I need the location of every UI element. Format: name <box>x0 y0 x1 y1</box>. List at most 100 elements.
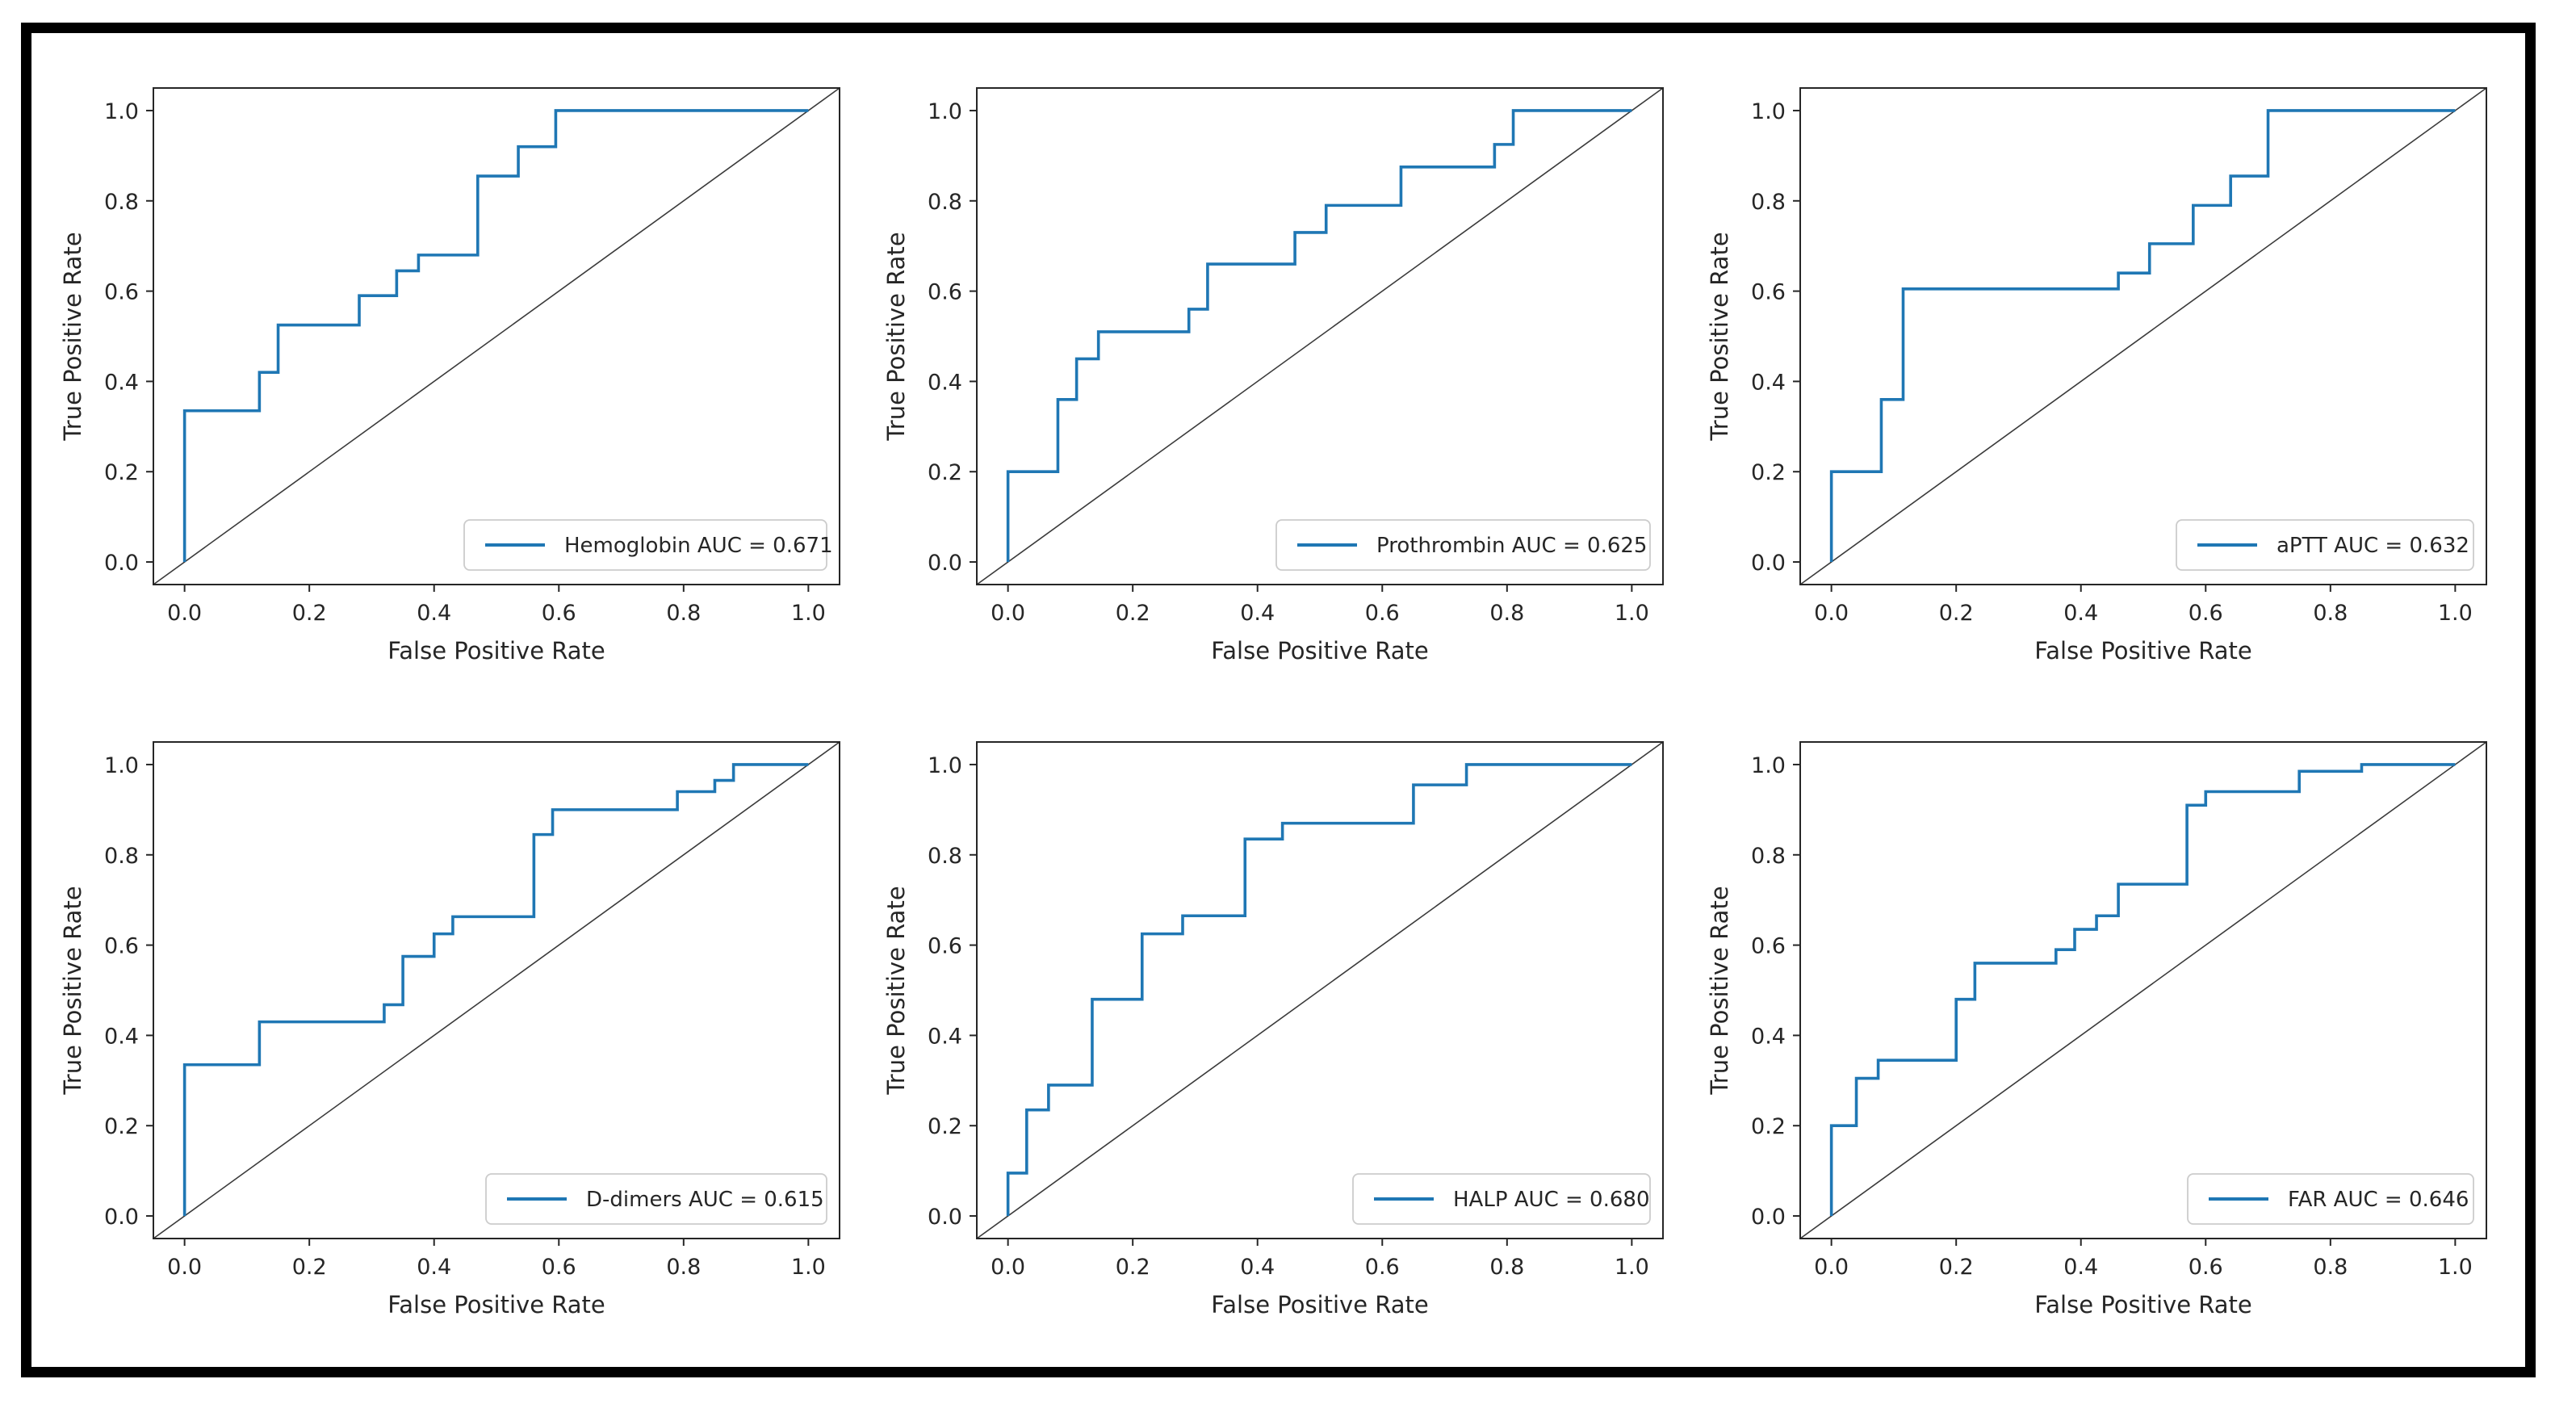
axes-frame <box>976 87 1664 585</box>
y-tick-label: 1.0 <box>1751 99 1786 124</box>
figure-outer-border: 0.0 0.2 0.4 0.6 0.8 1.0 0.0 0.2 0.4 0.6 0.8 1.0 Fals… <box>21 23 2536 1377</box>
y-tick-label: 0.0 <box>1751 1205 1786 1230</box>
y-tick-label: 1.0 <box>928 99 962 124</box>
axes-frame <box>976 741 1664 1239</box>
y-tick-label: 1.0 <box>1751 753 1786 778</box>
roc-subplot-aptt: 0.0 0.2 0.4 0.6 0.8 1.0 0.0 0.2 0.4 0.6 0.8 1.0 Fals… <box>1694 54 2509 692</box>
x-tick-label: 0.6 <box>2189 601 2223 626</box>
legend-label: aPTT AUC = 0.632 <box>2277 534 2469 558</box>
chance-diagonal-line <box>1799 741 2487 1239</box>
roc-chart-hemoglobin: 0.0 0.2 0.4 0.6 0.8 1.0 0.0 0.2 0.4 0.6 0.8 1.0 Fals… <box>59 87 840 664</box>
y-tick-label: 0.2 <box>928 460 962 485</box>
x-tick-label: 0.6 <box>1365 1255 1400 1280</box>
roc-chart-d-dimers: 0.0 0.2 0.4 0.6 0.8 1.0 0.0 0.2 0.4 0.6 0.8 1.0 Fals… <box>59 741 840 1318</box>
y-tick-label: 0.6 <box>104 280 139 305</box>
chance-diagonal-line <box>976 741 1664 1239</box>
x-tick-label: 0.0 <box>1814 601 1849 626</box>
x-tick-label: 0.8 <box>1489 1255 1524 1280</box>
chance-diagonal-line <box>153 87 840 585</box>
x-tick-label: 0.6 <box>542 601 576 626</box>
x-tick-label: 0.0 <box>1814 1255 1849 1280</box>
x-tick-label: 0.2 <box>1116 1255 1150 1280</box>
y-tick-label: 0.4 <box>1751 1024 1786 1049</box>
y-tick-label: 0.0 <box>928 551 962 576</box>
x-tick-label: 0.6 <box>2189 1255 2223 1280</box>
x-axis-label: False Positive Rate <box>1211 637 1429 664</box>
x-tick-label: 0.0 <box>167 601 202 626</box>
roc-subplot-d-dimers: 0.0 0.2 0.4 0.6 0.8 1.0 0.0 0.2 0.4 0.6 0.8 1.0 Fals… <box>47 708 862 1346</box>
legend-box <box>463 519 827 571</box>
x-tick-label: 1.0 <box>791 601 826 626</box>
x-tick-label: 0.0 <box>991 1255 1025 1280</box>
y-tick-label: 0.4 <box>928 1024 962 1049</box>
y-tick-label: 0.6 <box>928 934 962 959</box>
y-tick-label: 0.0 <box>928 1205 962 1230</box>
x-tick-label: 0.8 <box>2313 1255 2348 1280</box>
y-tick-label: 0.0 <box>1751 551 1786 576</box>
y-axis-label: True Positive Rate <box>1706 886 1733 1095</box>
roc-chart-prothrombin: 0.0 0.2 0.4 0.6 0.8 1.0 0.0 0.2 0.4 0.6 0.8 1.0 Fals… <box>882 87 1664 664</box>
x-tick-label: 1.0 <box>2438 1255 2473 1280</box>
chance-diagonal-line <box>153 741 840 1239</box>
legend-label: D-dimers AUC = 0.615 <box>586 1188 824 1212</box>
chance-diagonal-line <box>976 87 1664 585</box>
x-axis-label: False Positive Rate <box>387 637 605 664</box>
x-tick-label: 0.4 <box>417 1255 451 1280</box>
x-tick-label: 0.8 <box>2313 601 2348 626</box>
y-tick-label: 0.0 <box>104 1205 139 1230</box>
x-tick-label: 0.0 <box>991 601 1025 626</box>
roc-curve-Hemoglobin <box>182 109 809 563</box>
x-axis-label: False Positive Rate <box>387 1291 605 1318</box>
roc-subplot-far: 0.0 0.2 0.4 0.6 0.8 1.0 0.0 0.2 0.4 0.6 0.8 1.0 Fals… <box>1694 708 2509 1346</box>
y-tick-label: 1.0 <box>928 753 962 778</box>
legend-box <box>1352 1173 1651 1225</box>
x-tick-label: 0.4 <box>2063 1255 2098 1280</box>
y-tick-label: 0.2 <box>928 1114 962 1139</box>
y-tick-label: 0.6 <box>104 934 139 959</box>
y-tick-label: 0.2 <box>1751 1114 1786 1139</box>
axes-frame <box>1799 741 2487 1239</box>
legend-label: Prothrombin AUC = 0.625 <box>1376 534 1647 558</box>
y-tick-label: 0.6 <box>1751 934 1786 959</box>
y-tick-label: 0.8 <box>1751 844 1786 869</box>
axes-frame <box>153 741 840 1239</box>
x-tick-label: 1.0 <box>1615 601 1649 626</box>
legend-label: Hemoglobin AUC = 0.671 <box>564 534 833 558</box>
y-tick-label: 0.8 <box>928 190 962 215</box>
roc-curve-D-dimers <box>182 763 809 1217</box>
roc-curve-HALP <box>1006 763 1632 1217</box>
axes-frame <box>1799 87 2487 585</box>
legend-label: FAR AUC = 0.646 <box>2288 1188 2469 1212</box>
y-tick-label: 1.0 <box>104 99 139 124</box>
y-tick-label: 0.8 <box>104 190 139 215</box>
x-tick-label: 0.8 <box>1489 601 1524 626</box>
y-tick-label: 0.4 <box>104 370 139 395</box>
y-axis-label: True Positive Rate <box>59 232 86 441</box>
y-tick-label: 0.4 <box>104 1024 139 1049</box>
legend-box <box>1275 519 1651 571</box>
roc-chart-halp: 0.0 0.2 0.4 0.6 0.8 1.0 0.0 0.2 0.4 0.6 0.8 1.0 Fals… <box>882 741 1664 1318</box>
y-tick-label: 0.8 <box>104 844 139 869</box>
roc-chart-far: 0.0 0.2 0.4 0.6 0.8 1.0 0.0 0.2 0.4 0.6 0.8 1.0 Fals… <box>1706 741 2487 1318</box>
y-tick-label: 0.2 <box>104 1114 139 1139</box>
x-tick-label: 1.0 <box>2438 601 2473 626</box>
y-tick-label: 0.4 <box>1751 370 1786 395</box>
x-tick-label: 0.2 <box>292 1255 327 1280</box>
x-axis-label: False Positive Rate <box>2034 637 2252 664</box>
x-tick-label: 0.0 <box>167 1255 202 1280</box>
x-tick-label: 0.4 <box>1240 601 1275 626</box>
x-tick-label: 0.2 <box>292 601 327 626</box>
y-tick-label: 0.8 <box>1751 190 1786 215</box>
roc-curve-Prothrombin <box>1006 109 1632 563</box>
x-tick-label: 0.2 <box>1939 1255 1974 1280</box>
roc-chart-aptt: 0.0 0.2 0.4 0.6 0.8 1.0 0.0 0.2 0.4 0.6 0.8 1.0 Fals… <box>1706 87 2487 664</box>
x-tick-label: 0.4 <box>1240 1255 1275 1280</box>
x-tick-label: 0.2 <box>1116 601 1150 626</box>
roc-subplot-halp: 0.0 0.2 0.4 0.6 0.8 1.0 0.0 0.2 0.4 0.6 0.8 1.0 Fals… <box>870 708 1686 1346</box>
x-tick-label: 0.8 <box>666 601 701 626</box>
y-axis-label: True Positive Rate <box>59 886 86 1095</box>
legend-box <box>485 1173 827 1225</box>
x-axis-label: False Positive Rate <box>1211 1291 1429 1318</box>
y-tick-label: 0.0 <box>104 551 139 576</box>
